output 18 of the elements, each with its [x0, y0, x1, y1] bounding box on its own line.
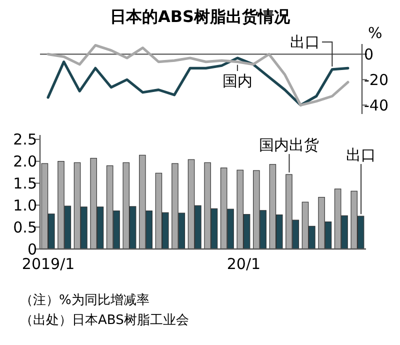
- y-tick-label: 1.0: [13, 196, 37, 214]
- text: （出处）日本ABS树脂工业会: [20, 313, 189, 328]
- y-tick-label: 2.0: [13, 152, 37, 171]
- text: （注）%为同比增减率: [20, 292, 150, 308]
- series-label: 国内出货: [259, 136, 320, 154]
- y-tick-label: 1.5: [13, 174, 37, 192]
- y-tick-label: 0.5: [13, 218, 37, 236]
- y-tick-label: -40: [364, 96, 388, 114]
- x-tick-label: 20/1: [226, 255, 261, 273]
- y-tick-label: 2.5: [13, 130, 37, 149]
- series-label: 出口: [290, 33, 320, 51]
- y-tick-label: 0: [364, 45, 374, 64]
- chart-title: 日本的ABS树脂出货情况: [110, 7, 292, 26]
- series-label: 国内: [222, 72, 252, 90]
- y-tick-label: -20: [364, 70, 388, 89]
- text: 出口: [346, 146, 376, 164]
- line-series: [46, 56, 350, 106]
- y-axis-title: %: [368, 24, 382, 42]
